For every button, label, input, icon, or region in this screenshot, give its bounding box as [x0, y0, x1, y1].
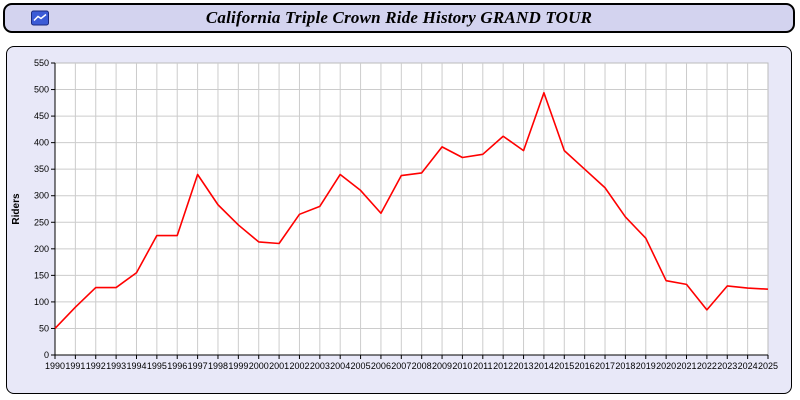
svg-text:1991: 1991 — [65, 361, 85, 371]
svg-text:1992: 1992 — [86, 361, 106, 371]
svg-text:2018: 2018 — [615, 361, 635, 371]
svg-text:2022: 2022 — [697, 361, 717, 371]
chart-icon — [31, 10, 49, 26]
svg-text:1994: 1994 — [126, 361, 146, 371]
svg-text:2017: 2017 — [595, 361, 615, 371]
svg-text:2020: 2020 — [656, 361, 676, 371]
svg-text:150: 150 — [34, 270, 49, 280]
svg-text:450: 450 — [34, 111, 49, 121]
svg-text:250: 250 — [34, 217, 49, 227]
svg-text:2008: 2008 — [412, 361, 432, 371]
svg-text:2002: 2002 — [289, 361, 309, 371]
svg-text:2023: 2023 — [717, 361, 737, 371]
svg-text:2016: 2016 — [575, 361, 595, 371]
svg-text:2024: 2024 — [738, 361, 758, 371]
svg-text:2014: 2014 — [534, 361, 554, 371]
svg-text:2011: 2011 — [473, 361, 492, 371]
svg-text:350: 350 — [34, 164, 49, 174]
svg-text:1990: 1990 — [45, 361, 65, 371]
svg-text:2003: 2003 — [310, 361, 330, 371]
svg-text:Riders: Riders — [11, 193, 22, 225]
svg-text:2019: 2019 — [636, 361, 656, 371]
svg-text:1999: 1999 — [228, 361, 248, 371]
svg-text:200: 200 — [34, 244, 49, 254]
page-title: California Triple Crown Ride History GRA… — [205, 8, 593, 27]
ride-history-chart: 0 50 100 150 200 250 300 350 400 450 500 550 1990 199… — [8, 49, 790, 396]
chart-panel: 0 50 100 150 200 250 300 350 400 450 500 550 1990 199… — [6, 46, 792, 394]
svg-text:500: 500 — [34, 85, 49, 95]
svg-text:2009: 2009 — [432, 361, 452, 371]
svg-text:2015: 2015 — [554, 361, 574, 371]
svg-text:2021: 2021 — [676, 361, 696, 371]
svg-text:1995: 1995 — [147, 361, 167, 371]
svg-text:2004: 2004 — [330, 361, 350, 371]
svg-text:2001: 2001 — [269, 361, 289, 371]
svg-text:2025: 2025 — [758, 361, 778, 371]
svg-text:1997: 1997 — [188, 361, 208, 371]
svg-text:2010: 2010 — [452, 361, 472, 371]
svg-text:2007: 2007 — [391, 361, 411, 371]
svg-text:100: 100 — [34, 297, 49, 307]
svg-text:0: 0 — [44, 350, 49, 360]
svg-text:2006: 2006 — [371, 361, 391, 371]
svg-text:1996: 1996 — [167, 361, 187, 371]
svg-text:400: 400 — [34, 138, 49, 148]
svg-text:2012: 2012 — [493, 361, 513, 371]
svg-text:1998: 1998 — [208, 361, 228, 371]
svg-text:50: 50 — [39, 323, 49, 333]
svg-text:2013: 2013 — [514, 361, 534, 371]
svg-text:550: 550 — [34, 58, 49, 68]
svg-text:1993: 1993 — [106, 361, 126, 371]
title-bar: California Triple Crown Ride History GRA… — [3, 3, 795, 33]
svg-text:2000: 2000 — [249, 361, 269, 371]
svg-text:2005: 2005 — [351, 361, 371, 371]
svg-text:300: 300 — [34, 191, 49, 201]
